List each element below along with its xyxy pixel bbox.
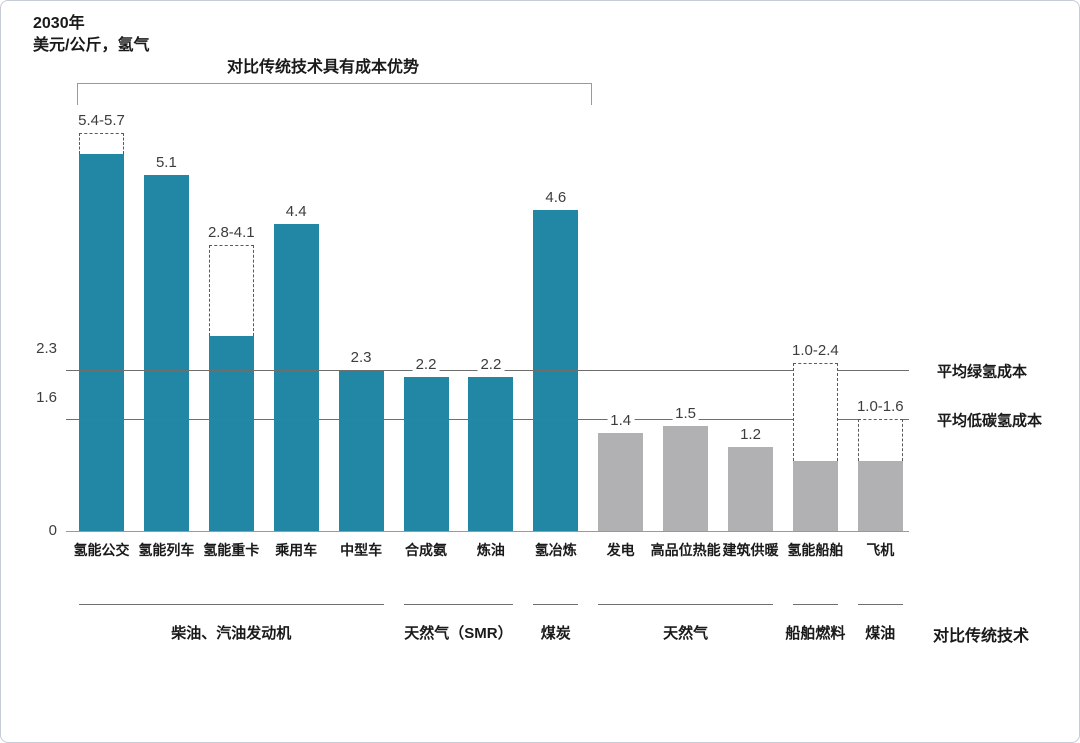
bar-category-label: 氢冶炼 <box>534 542 577 558</box>
bar-category-label: 氢能船舶 <box>787 542 844 558</box>
y-tick-label: 0 <box>48 522 57 539</box>
bar-category-label: 发电 <box>606 542 635 558</box>
bar-category-label: 建筑供暖 <box>722 542 779 558</box>
cost-advantage-bracket <box>77 83 592 105</box>
bar-value-label: 5.4-5.7 <box>75 112 128 131</box>
group-line-6 <box>857 604 903 605</box>
bar-category-label: 氢能公交 <box>73 542 130 558</box>
range-box-13 <box>857 419 903 462</box>
chart-title-block: 2030年 美元/公斤，氢气 <box>33 13 149 57</box>
bar-value-label: 1.5 <box>672 405 700 424</box>
group-line-3 <box>533 604 579 605</box>
group-line-5 <box>792 604 838 605</box>
bar-value-label: 5.1 <box>152 154 180 173</box>
bar-1 <box>79 154 124 531</box>
group-label-5: 船舶燃料 <box>785 625 846 642</box>
bar-value-label: 4.4 <box>282 202 310 221</box>
bar-category-label: 合成氨 <box>405 542 447 558</box>
bar-value-label: 2.8-4.1 <box>204 223 258 242</box>
bar-9 <box>598 433 644 531</box>
bar-8 <box>533 209 579 531</box>
bar-3 <box>208 335 254 531</box>
range-box-1 <box>79 133 124 155</box>
x-axis-line <box>66 531 909 532</box>
bar-category-label: 飞机 <box>866 542 895 558</box>
bar-5 <box>338 370 384 531</box>
bar-category-label: 高品位热能 <box>650 542 721 558</box>
bar-value-label: 1.2 <box>737 426 764 445</box>
comparison-footer-label: 对比传统技术 <box>932 628 1030 645</box>
bar-value-label: 1.4 <box>607 412 635 431</box>
bar-value-label: 2.2 <box>477 356 505 375</box>
bar-4 <box>273 223 319 531</box>
group-label-3: 煤炭 <box>540 625 571 642</box>
group-line-2 <box>403 604 514 605</box>
bar-category-label: 乘用车 <box>275 542 318 558</box>
reference-line-2 <box>66 419 909 421</box>
bar-value-label: 1.0-1.6 <box>853 398 907 417</box>
bar-category-label: 氢能重卡 <box>203 542 260 558</box>
bar-value-label: 2.3 <box>347 349 375 368</box>
bar-value-label: 4.6 <box>542 188 570 207</box>
bar-11 <box>728 447 773 531</box>
group-line-4 <box>598 604 773 605</box>
group-line-1 <box>79 604 384 605</box>
chart-unit: 美元/公斤，氢气 <box>33 37 150 54</box>
bar-12 <box>792 461 838 531</box>
bar-13 <box>857 461 903 531</box>
y-tick-label: 1.6 <box>36 389 57 407</box>
chart-year: 2030年 <box>33 15 85 32</box>
reference-line-label-2: 平均低碳氢成本 <box>937 412 1043 430</box>
reference-line-label-1: 平均绿氢成本 <box>937 363 1028 381</box>
group-label-2: 天然气（SMR） <box>404 625 513 642</box>
bar-7 <box>468 377 514 531</box>
bar-category-label: 中型车 <box>340 542 383 558</box>
bar-value-label: 2.2 <box>412 356 440 375</box>
cost-advantage-annotation: 对比传统技术具有成本优势 <box>226 59 420 76</box>
bar-category-label: 炼油 <box>476 542 505 558</box>
bar-category-label: 氢能列车 <box>138 542 195 558</box>
range-box-12 <box>792 363 838 462</box>
y-tick-label: 2.3 <box>36 340 57 358</box>
bar-6 <box>403 377 449 531</box>
group-label-6: 煤油 <box>865 625 896 642</box>
group-label-1: 柴油、汽油发动机 <box>171 625 292 642</box>
bar-10 <box>663 426 709 531</box>
bar-2 <box>143 175 189 531</box>
group-label-4: 天然气 <box>663 625 709 642</box>
bar-value-label: 1.0-2.4 <box>789 342 842 361</box>
range-box-3 <box>208 244 254 336</box>
